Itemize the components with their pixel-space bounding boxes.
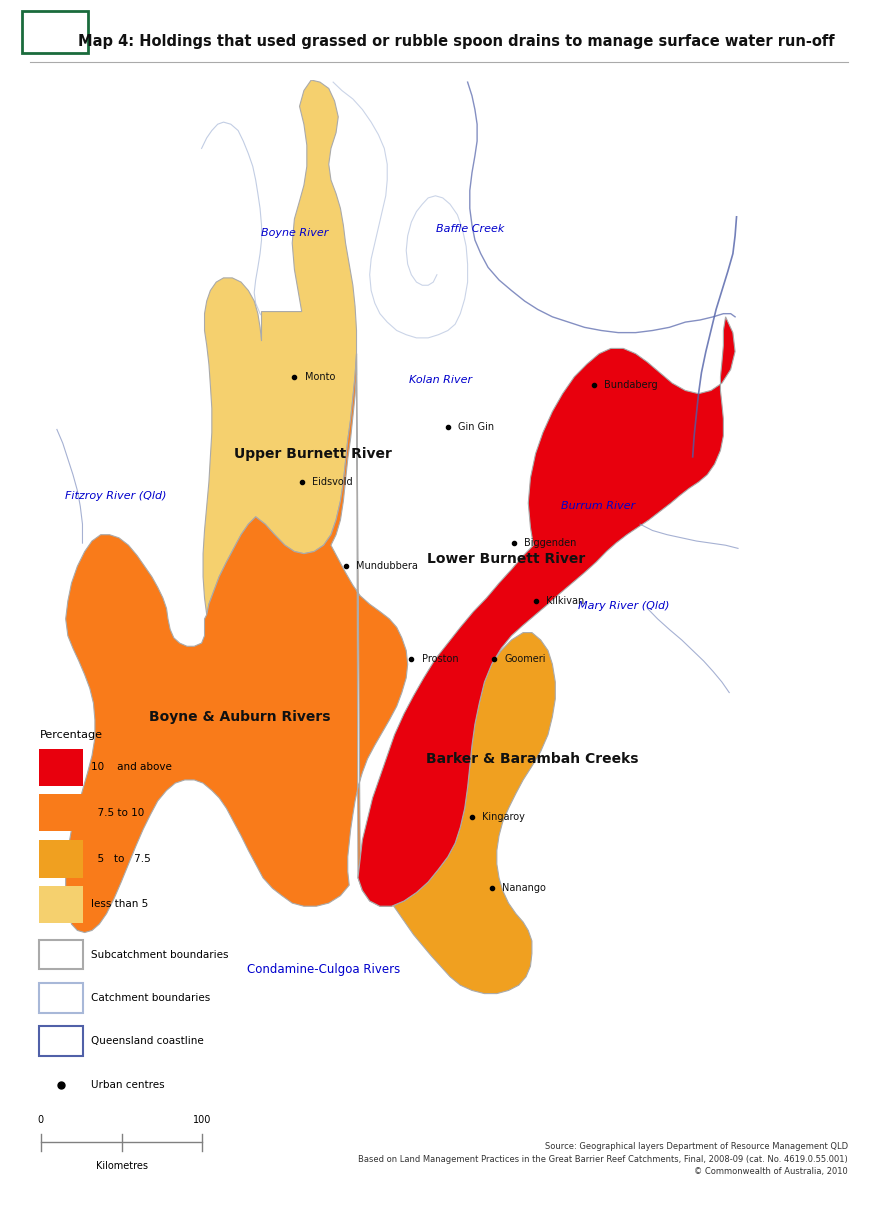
Text: Bundaberg: Bundaberg (604, 380, 657, 390)
Text: Condamine-Culgoa Rivers: Condamine-Culgoa Rivers (247, 963, 400, 976)
Text: Barker & Barambah Creeks: Barker & Barambah Creeks (425, 752, 638, 766)
Text: Eidsvold: Eidsvold (312, 478, 352, 487)
Text: Nanango: Nanango (501, 884, 545, 894)
Text: Statistics: Statistics (38, 39, 71, 44)
Bar (39, 1027, 83, 1056)
Text: Map 4: Holdings that used grassed or rubble spoon drains to manage surface water: Map 4: Holdings that used grassed or rub… (78, 34, 834, 49)
Text: Lower Burnett River: Lower Burnett River (427, 551, 585, 566)
Bar (39, 840, 83, 878)
Text: Baffle Creek: Baffle Creek (435, 224, 503, 234)
Text: Kilkivan: Kilkivan (545, 596, 583, 606)
Bar (39, 984, 83, 1013)
Text: Goomeri: Goomeri (503, 654, 545, 664)
Text: 7.5 to 10: 7.5 to 10 (91, 808, 144, 817)
Text: Gin Gin: Gin Gin (458, 422, 494, 432)
Text: Biggenden: Biggenden (523, 538, 575, 548)
Text: Queensland coastline: Queensland coastline (91, 1037, 203, 1046)
Text: Bureau of: Bureau of (37, 30, 72, 34)
Text: Kolan River: Kolan River (408, 375, 472, 385)
Text: Catchment boundaries: Catchment boundaries (91, 993, 210, 1003)
Bar (39, 794, 83, 831)
Text: Upper Burnett River: Upper Burnett River (234, 447, 391, 460)
Text: 5   to   7.5: 5 to 7.5 (91, 854, 150, 864)
Polygon shape (357, 316, 734, 906)
Text: less than 5: less than 5 (91, 900, 149, 910)
Bar (39, 748, 83, 787)
Text: Boyne River: Boyne River (261, 228, 328, 238)
Text: Mary River (Qld): Mary River (Qld) (577, 601, 668, 612)
Text: Burrum River: Burrum River (560, 501, 634, 511)
Polygon shape (65, 353, 408, 933)
Bar (39, 939, 83, 969)
Polygon shape (202, 80, 356, 614)
Text: Proston: Proston (421, 654, 458, 664)
Text: Fitzroy River (Qld): Fitzroy River (Qld) (64, 491, 166, 501)
Text: Percentage: Percentage (39, 730, 103, 740)
Text: 10    and above: 10 and above (91, 762, 172, 772)
Text: Kingaroy: Kingaroy (481, 811, 525, 822)
Text: Urban centres: Urban centres (91, 1080, 164, 1089)
Text: Monto: Monto (304, 372, 335, 382)
Text: Australian: Australian (36, 20, 73, 25)
Text: 0: 0 (37, 1115, 44, 1125)
Text: Kilometres: Kilometres (96, 1161, 148, 1171)
Text: Boyne & Auburn Rivers: Boyne & Auburn Rivers (149, 710, 330, 724)
Bar (39, 886, 83, 923)
Text: Source: Geographical layers Department of Resource Management QLD
Based on Land : Source: Geographical layers Department o… (358, 1142, 847, 1177)
Polygon shape (357, 633, 554, 993)
Text: Subcatchment boundaries: Subcatchment boundaries (91, 949, 229, 959)
Text: 100: 100 (193, 1115, 211, 1125)
Text: Mundubbera: Mundubbera (355, 561, 417, 571)
